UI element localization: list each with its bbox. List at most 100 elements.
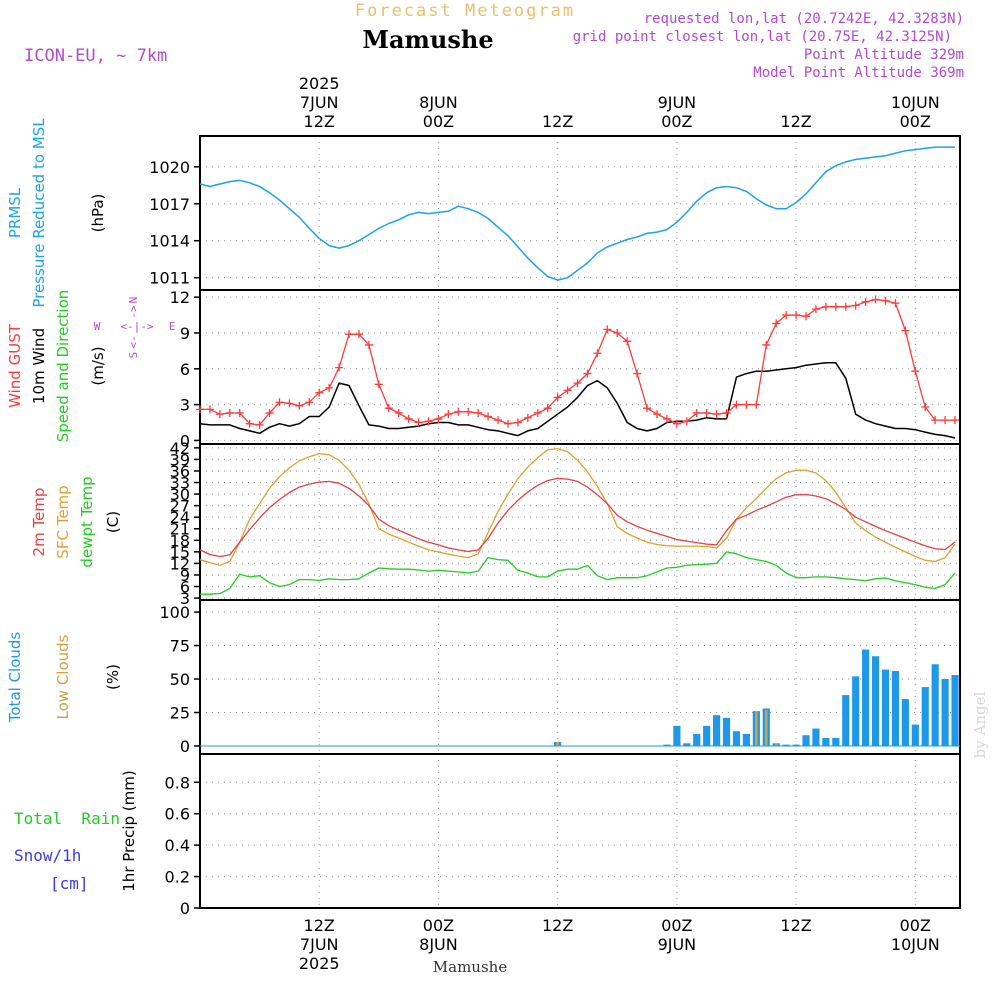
gust-marker xyxy=(682,417,691,426)
marks-layer xyxy=(196,146,960,747)
clouds-axis-label: Total Clouds xyxy=(6,632,24,724)
total-cloud-bar xyxy=(832,737,840,746)
gust-marker xyxy=(275,398,284,407)
gust-marker xyxy=(911,367,920,376)
pressure-tick-label: 1020 xyxy=(149,158,190,177)
wind-axis-label: Speed and Direction xyxy=(54,290,72,443)
gust-marker xyxy=(821,302,830,311)
clouds-axis-label: (%) xyxy=(104,664,122,690)
precip-axis-label: 1hr Precip (mm) xyxy=(120,770,138,891)
time-label-bottom: 2025 xyxy=(299,954,340,973)
temp-tick-label: 24 xyxy=(170,508,190,527)
point-altitude: Point Altitude 329m xyxy=(804,47,964,63)
total-cloud-bar xyxy=(742,733,750,746)
pressure-axis-label: Pressure Reduced to MSL xyxy=(30,118,48,308)
pressure-tick-label: 1017 xyxy=(149,195,190,214)
gust-marker xyxy=(484,412,493,421)
gust-marker xyxy=(513,418,522,427)
gust-marker xyxy=(255,420,264,429)
gust-marker xyxy=(951,416,960,425)
total-cloud-bar xyxy=(871,656,880,746)
time-label-bottom: 12Z xyxy=(304,916,335,935)
clouds-tick-label: 0 xyxy=(180,737,190,756)
temp-tick-label: 36 xyxy=(170,462,190,481)
gust-marker xyxy=(652,410,661,419)
gust-marker xyxy=(384,404,393,413)
temp-tick-label: 30 xyxy=(170,485,190,504)
low-cloud-bar xyxy=(556,741,559,746)
temp-panel-frame xyxy=(199,443,961,601)
precip-tick-label: 0.8 xyxy=(165,773,190,792)
gust-marker xyxy=(901,326,910,335)
credit-watermark: by Angel xyxy=(971,691,989,758)
time-label-top: 00Z xyxy=(661,112,692,131)
gust-marker xyxy=(523,413,532,422)
gust-marker xyxy=(265,408,274,417)
clouds-tick-label: 50 xyxy=(170,670,190,689)
total-cloud-bar xyxy=(852,676,860,746)
gust-marker xyxy=(752,400,761,409)
temp-axis-label: SFC Temp xyxy=(54,485,72,558)
total-cloud-bar xyxy=(713,715,721,746)
gust-marker xyxy=(235,408,244,417)
gust-marker xyxy=(394,408,403,417)
dewpt-line xyxy=(200,551,956,595)
temp-tick-label: 12 xyxy=(170,554,190,573)
time-label-bottom: 9JUN xyxy=(658,935,697,954)
temp-tick-label: 39 xyxy=(170,450,190,469)
gust-marker xyxy=(464,407,473,416)
gust-marker xyxy=(851,301,860,310)
pressure-tick-label: 1011 xyxy=(149,269,190,288)
gust-marker xyxy=(722,408,731,417)
total-cloud-bar xyxy=(703,725,711,746)
wind-tick-label: 12 xyxy=(170,288,190,307)
gust-marker xyxy=(563,386,572,395)
gust-marker xyxy=(792,311,801,320)
gust-marker xyxy=(623,337,632,346)
precip-tick-label: 0.2 xyxy=(165,868,190,887)
gust-marker xyxy=(583,369,592,378)
gust-marker xyxy=(881,296,890,305)
wind-tick-label: 3 xyxy=(180,396,190,415)
time-label-bottom: 00Z xyxy=(423,916,454,935)
gust-marker xyxy=(374,380,383,389)
pressure-axis-label: PRMSL xyxy=(6,187,24,238)
time-label-top: 9JUN xyxy=(658,93,697,112)
precip-tick-label: 0.6 xyxy=(165,805,190,824)
legend-snow: Snow/1h xyxy=(14,846,81,865)
gust-marker xyxy=(811,305,820,314)
gust-marker xyxy=(921,402,930,411)
precip-panel-frame xyxy=(199,753,961,909)
total-cloud-bar xyxy=(822,737,830,746)
total-cloud-bar xyxy=(931,664,939,746)
sfc-temp-line xyxy=(199,447,956,566)
gust-marker xyxy=(474,408,483,417)
time-label-top: 8JUN xyxy=(419,93,458,112)
wind-tick-label: 6 xyxy=(180,360,190,379)
time-label-bottom: 12Z xyxy=(542,916,573,935)
gust-marker xyxy=(732,400,741,409)
compass-s-arrow: <- xyxy=(127,335,140,348)
compass-south: S xyxy=(127,352,140,359)
gridpoint-coords: grid point closest lon,lat (20.75E, 42.3… xyxy=(573,29,952,45)
gust-marker xyxy=(831,302,840,311)
total-cloud-bar xyxy=(842,695,850,746)
temp-tick-label: 9 xyxy=(180,566,190,585)
total-cloud-bar xyxy=(792,744,800,746)
grid-layer: 1011101410171020036912369121518212427303… xyxy=(149,135,961,918)
temp-tick-label: 18 xyxy=(170,531,190,550)
time-label-bottom: 00Z xyxy=(661,916,692,935)
gust-marker xyxy=(613,328,622,337)
gust-marker xyxy=(772,319,781,328)
total-cloud-bar xyxy=(802,735,810,746)
total-cloud-bar xyxy=(722,717,731,746)
total-cloud-bar xyxy=(673,725,681,746)
gust-marker xyxy=(434,414,443,423)
temp-axis-label: dewpt Temp xyxy=(78,476,96,567)
low-cloud-bar xyxy=(764,709,768,746)
gust-marker xyxy=(335,363,344,372)
time-label-top: 7JUN xyxy=(300,93,339,112)
clouds-tick-label: 75 xyxy=(170,637,190,656)
time-label-top: 10JUN xyxy=(891,93,940,112)
